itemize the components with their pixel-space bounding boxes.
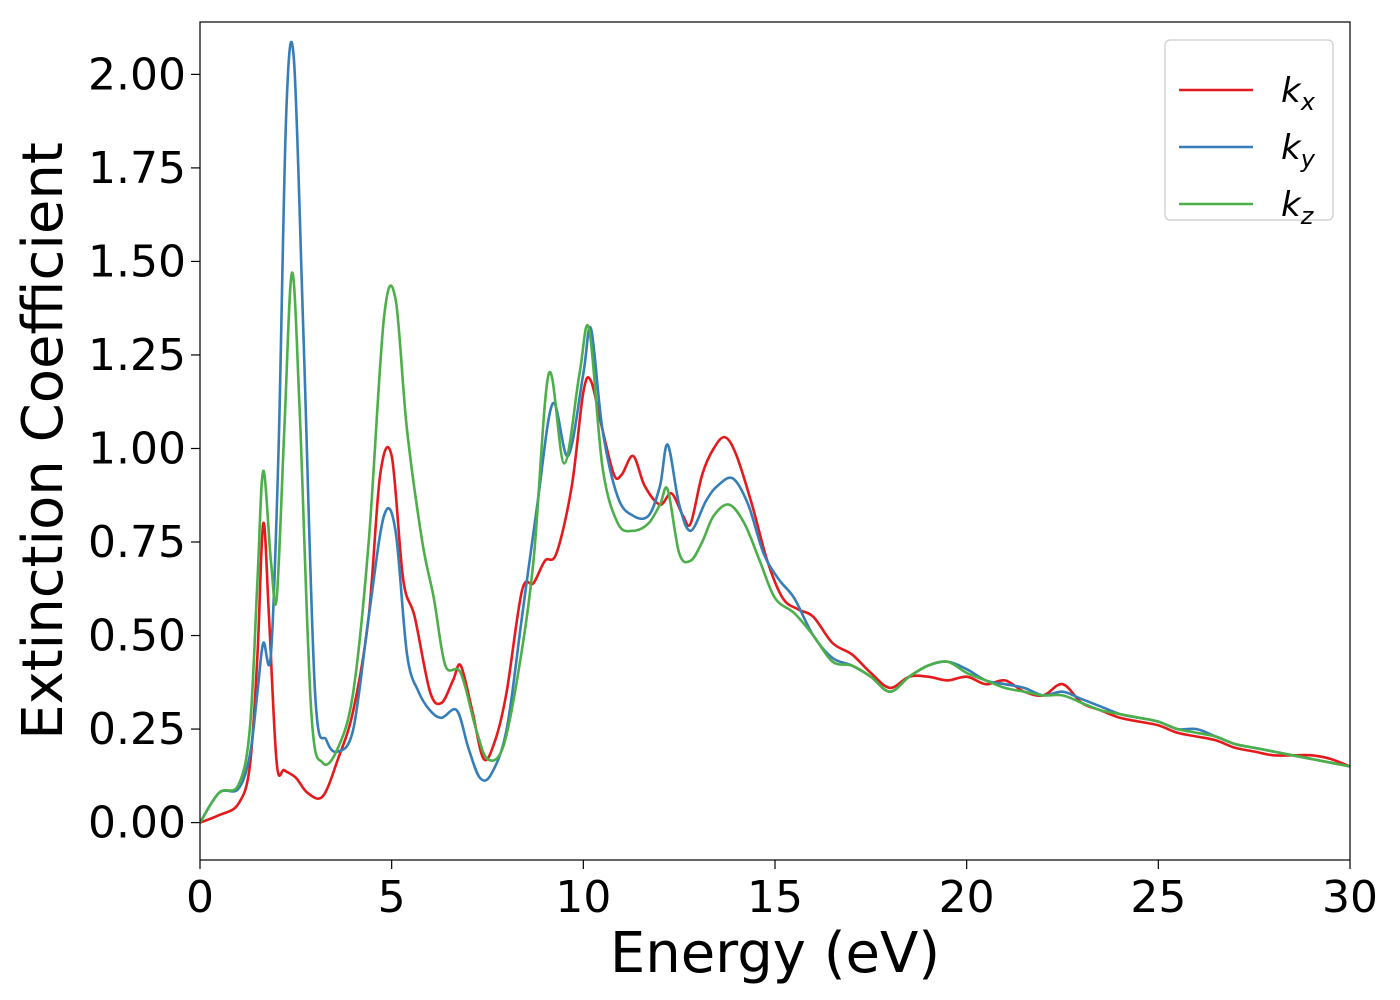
legend-label-z: kz — [1281, 185, 1315, 230]
y-tick-label: 1.00 — [88, 423, 186, 474]
y-tick-label: 0.50 — [88, 611, 186, 662]
y-axis: 0.00 0.25 0.50 0.75 1.00 1.25 1.50 1.75 2.00 — [88, 49, 200, 849]
x-tick-label: 30 — [1322, 872, 1378, 923]
x-axis-title: Energy (eV) — [610, 921, 940, 986]
x-axis: 0 5 10 15 20 25 30 — [186, 860, 1378, 923]
x-tick-label: 15 — [747, 872, 803, 923]
y-tick-label: 1.75 — [88, 143, 186, 194]
y-tick-label: 0.25 — [88, 704, 186, 755]
x-tick-label: 10 — [555, 872, 611, 923]
y-tick-label: 1.25 — [88, 330, 186, 381]
legend-box — [1164, 39, 1334, 221]
y-tick-label: 2.00 — [88, 49, 186, 100]
series-line-y — [200, 40, 1350, 824]
y-tick-label: 0.00 — [88, 798, 186, 849]
x-tick-label: 5 — [378, 872, 406, 923]
legend-label-y: ky — [1281, 128, 1316, 173]
x-tick-label: 20 — [939, 872, 995, 923]
legend: kx ky kz — [1164, 39, 1334, 230]
x-tick-label: 25 — [1130, 872, 1186, 923]
y-tick-label: 0.75 — [88, 517, 186, 568]
series-line-z — [200, 271, 1350, 824]
series-layer — [200, 40, 1350, 824]
y-tick-label: 1.50 — [88, 236, 186, 287]
legend-label-x: kx — [1281, 71, 1316, 116]
y-axis-title: Extinction Coefficient — [11, 142, 76, 740]
x-tick-label: 0 — [186, 872, 214, 923]
